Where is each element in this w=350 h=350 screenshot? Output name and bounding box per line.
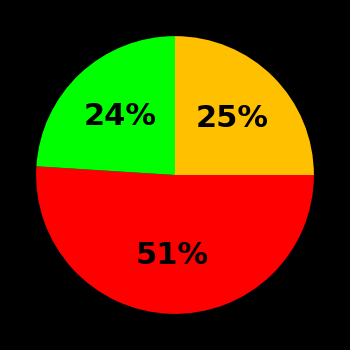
Text: 51%: 51% bbox=[136, 241, 209, 270]
Wedge shape bbox=[36, 36, 175, 175]
Wedge shape bbox=[36, 166, 314, 314]
Text: 25%: 25% bbox=[195, 104, 268, 133]
Text: 24%: 24% bbox=[83, 102, 156, 131]
Wedge shape bbox=[175, 36, 314, 175]
